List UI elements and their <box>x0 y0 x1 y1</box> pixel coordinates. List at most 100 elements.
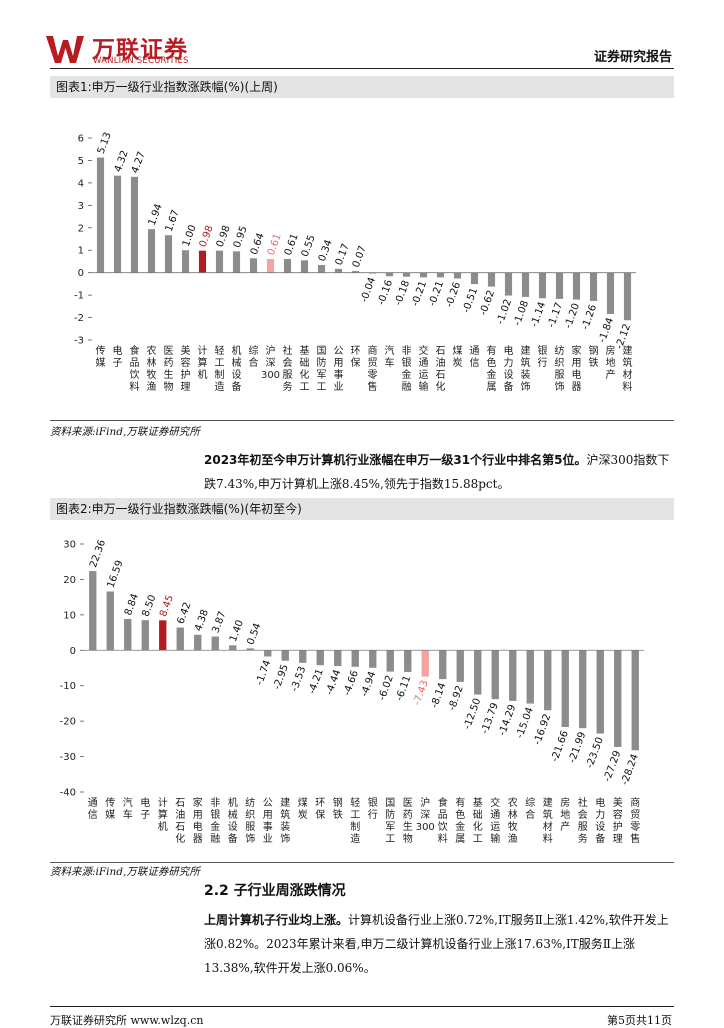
bar <box>526 650 534 704</box>
data-label: -4.66 <box>342 669 361 697</box>
category-label: 沪深 300 <box>261 344 280 381</box>
data-label: -1.14 <box>529 301 548 329</box>
category-label: 国防军工 <box>317 345 327 393</box>
bar <box>453 272 462 279</box>
bar <box>317 265 326 273</box>
bar <box>351 650 359 667</box>
category-label: 基础化工 <box>300 344 310 393</box>
bar <box>572 272 581 300</box>
category-label: 机械设备 <box>228 796 238 845</box>
data-label: -0.18 <box>393 279 412 307</box>
bar <box>96 157 105 273</box>
category-label: 煤炭 <box>453 344 463 369</box>
bar <box>264 650 272 657</box>
bar <box>555 272 564 299</box>
data-label: 8.45 <box>158 594 176 619</box>
data-label: 5.13 <box>96 131 114 156</box>
category-label: 医药生物 <box>164 345 174 393</box>
bar <box>130 176 139 273</box>
category-label: 环保 <box>351 346 361 369</box>
category-label: 银行 <box>368 796 378 821</box>
bar <box>215 250 224 273</box>
bar <box>283 258 292 273</box>
bar <box>385 272 394 277</box>
footer-page-number: 第5页共11页 <box>607 1014 672 1027</box>
bar <box>439 650 447 680</box>
bar <box>164 235 173 273</box>
figure2-bottom-rule <box>50 862 674 863</box>
bar <box>232 251 241 273</box>
category-label: 轻工制造 <box>215 344 225 393</box>
bar <box>419 272 428 278</box>
y-tick-label: -30 <box>60 752 76 763</box>
data-label: 0.98 <box>198 224 216 249</box>
data-label: -1.02 <box>495 298 514 326</box>
bar <box>181 250 190 273</box>
data-label: -0.62 <box>478 289 497 317</box>
bar <box>474 650 482 695</box>
category-label: 建筑材料 <box>543 796 553 845</box>
paragraph-ytd-text: 沪深300指数下跌7.43%,申万计算机上涨8.45%,领先于指数15.88pc… <box>204 453 670 491</box>
data-label: -15.04 <box>515 706 536 740</box>
brand-name-en: WANLIAN SECURITIES <box>93 56 189 66</box>
y-tick-label: 2 <box>78 223 84 234</box>
data-label: -1.08 <box>512 299 531 327</box>
category-label: 石油石化 <box>175 798 185 845</box>
data-label: 6.42 <box>176 601 194 626</box>
figure1-title: 图表1:申万一级行业指数涨跌幅(%)(上周) <box>50 76 674 98</box>
bar <box>198 250 207 273</box>
y-tick-label: -20 <box>60 717 76 728</box>
category-label: 公用事业 <box>263 798 273 845</box>
category-label: 钢铁 <box>333 796 343 821</box>
data-label: -28.24 <box>620 753 641 787</box>
bar <box>491 650 499 700</box>
category-label: 有色金属 <box>455 796 465 845</box>
bar <box>299 650 307 663</box>
category-label: 交通运输 <box>490 796 500 845</box>
category-label: 农林牧渔 <box>147 344 157 393</box>
category-label: 沪深 300 <box>416 796 435 833</box>
category-label: 通信 <box>470 345 480 369</box>
data-label: 8.84 <box>123 592 141 617</box>
bar <box>606 272 615 314</box>
bar <box>404 650 412 672</box>
data-label: -1.74 <box>254 659 273 687</box>
category-label: 电子 <box>140 796 150 821</box>
category-label: 社会服务 <box>283 344 293 393</box>
category-label: 电力设备 <box>595 796 605 845</box>
category-label: 商贸零售 <box>630 796 640 845</box>
data-label: -1.20 <box>563 302 582 330</box>
paragraph-ytd-summary: 2023年初至今申万计算机行业涨幅在申万一级31个行业中排名第5位。沪深300指… <box>204 448 674 496</box>
y-tick-label: -10 <box>60 681 76 692</box>
category-label: 通信 <box>88 797 98 821</box>
data-label: 1.40 <box>228 619 246 644</box>
data-label: 0.07 <box>351 244 369 269</box>
bar <box>300 260 309 273</box>
bar <box>487 272 496 287</box>
category-label: 交通运输 <box>419 344 429 393</box>
y-tick-label: 0 <box>70 646 76 657</box>
category-label: 机械设备 <box>232 344 242 393</box>
bar <box>421 650 429 677</box>
data-label: 1.94 <box>147 202 165 227</box>
figure1-bottom-rule <box>50 420 674 421</box>
bar <box>631 650 639 751</box>
figure2-chart: 30 20 10 0 -10 -20 -30 -40 22.36 通信 16.59 传媒 8.84 汽车 8… <box>60 538 644 845</box>
category-label: 非银金融 <box>402 345 412 393</box>
data-label: 0.98 <box>215 224 233 249</box>
data-label: 0.55 <box>300 234 318 259</box>
brand-logo <box>46 36 84 63</box>
category-label: 房地产 <box>606 344 616 381</box>
bar <box>281 650 289 661</box>
bar <box>470 272 479 285</box>
category-label: 电子 <box>113 344 123 369</box>
category-label: 环保 <box>315 798 325 821</box>
section-heading: 2.2 子行业周涨跌情况 <box>204 883 346 899</box>
category-label: 食品饮料 <box>130 344 140 393</box>
bar <box>544 650 552 711</box>
bar <box>124 618 132 651</box>
bar <box>436 272 445 278</box>
bar <box>456 650 464 682</box>
category-label: 煤炭 <box>298 796 308 821</box>
data-label: -23.50 <box>585 736 606 770</box>
